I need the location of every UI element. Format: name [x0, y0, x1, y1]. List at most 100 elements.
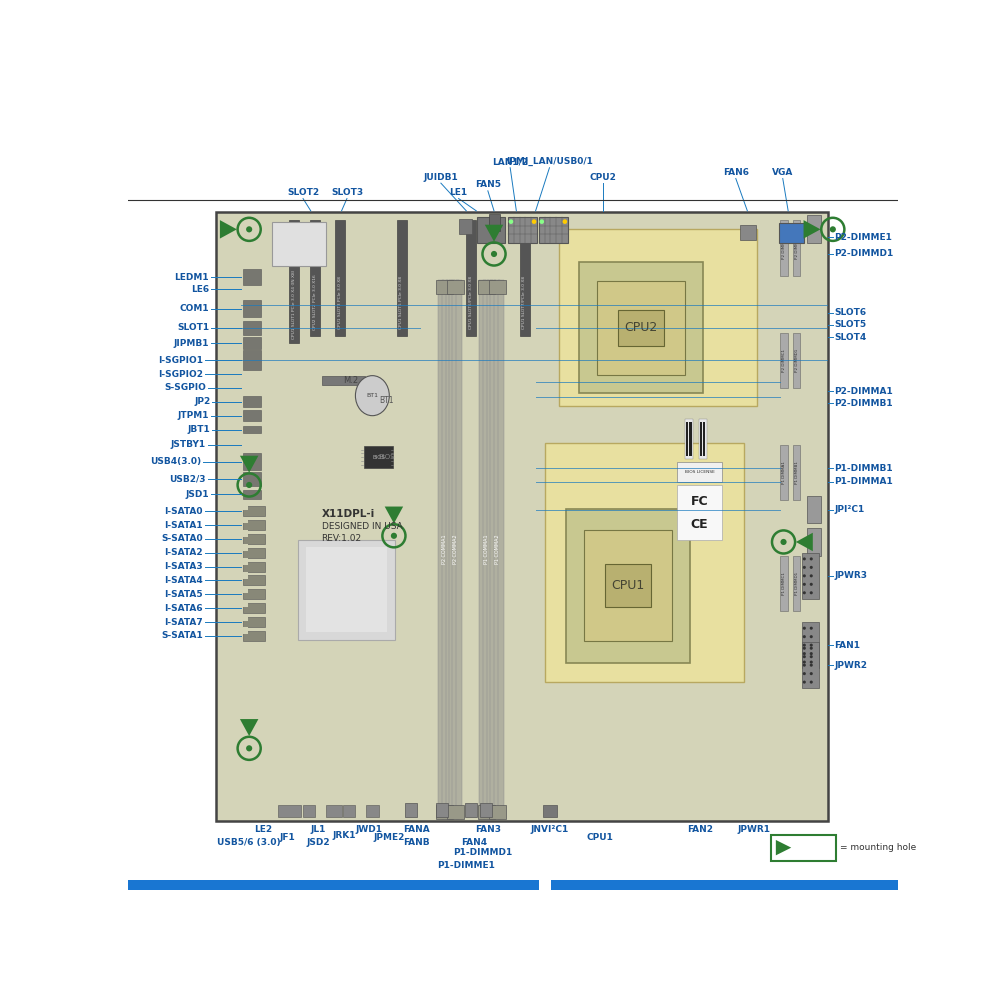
Text: SLOT6: SLOT6 [834, 308, 866, 317]
FancyBboxPatch shape [243, 548, 265, 558]
Text: JSD2: JSD2 [307, 838, 330, 847]
Polygon shape [776, 840, 791, 855]
Polygon shape [220, 220, 237, 239]
FancyBboxPatch shape [442, 280, 448, 819]
FancyBboxPatch shape [456, 280, 462, 819]
Text: S-SGPIO: S-SGPIO [164, 383, 206, 392]
Circle shape [810, 591, 813, 594]
Circle shape [803, 557, 806, 560]
FancyBboxPatch shape [243, 627, 248, 634]
Circle shape [391, 533, 397, 539]
FancyBboxPatch shape [677, 485, 722, 540]
Circle shape [810, 661, 813, 664]
Text: I-SATA6: I-SATA6 [164, 604, 203, 613]
Text: VGA: VGA [772, 168, 793, 177]
Text: P2 DIMMA1: P2 DIMMA1 [782, 236, 786, 259]
Text: JP2: JP2 [194, 397, 211, 406]
FancyBboxPatch shape [436, 280, 453, 294]
Circle shape [246, 226, 252, 232]
Circle shape [803, 635, 806, 638]
FancyBboxPatch shape [243, 530, 248, 537]
FancyBboxPatch shape [771, 835, 836, 861]
FancyBboxPatch shape [780, 445, 788, 500]
Circle shape [810, 664, 813, 667]
Text: FANB: FANB [403, 838, 430, 847]
Text: S-SATA0: S-SATA0 [161, 534, 203, 543]
FancyBboxPatch shape [272, 222, 326, 266]
Text: LAN1/2: LAN1/2 [492, 157, 528, 166]
Text: LE1: LE1 [450, 188, 468, 197]
FancyBboxPatch shape [322, 376, 365, 385]
Circle shape [509, 219, 513, 224]
FancyBboxPatch shape [489, 214, 500, 231]
Text: P2 DIMMC1: P2 DIMMC1 [782, 349, 786, 372]
Text: JSD1: JSD1 [185, 490, 209, 499]
Text: SLOT2: SLOT2 [287, 188, 319, 197]
Text: SLOT5: SLOT5 [834, 320, 866, 329]
Text: I-SGPIO1: I-SGPIO1 [158, 356, 203, 365]
FancyBboxPatch shape [479, 280, 486, 819]
Circle shape [803, 591, 806, 594]
Text: I-SATA0: I-SATA0 [164, 507, 203, 516]
FancyBboxPatch shape [584, 530, 672, 641]
FancyBboxPatch shape [243, 337, 261, 349]
FancyBboxPatch shape [243, 453, 261, 470]
FancyBboxPatch shape [298, 540, 395, 640]
FancyBboxPatch shape [335, 220, 345, 336]
Text: LE2: LE2 [254, 825, 272, 834]
FancyBboxPatch shape [807, 528, 820, 556]
FancyBboxPatch shape [243, 631, 265, 641]
Text: LEDM1: LEDM1 [174, 273, 209, 282]
Text: CPU1 SLOT5 PCIe 3.0 X8: CPU1 SLOT5 PCIe 3.0 X8 [399, 276, 403, 329]
Text: P2-DIMMB1: P2-DIMMB1 [834, 399, 893, 408]
FancyBboxPatch shape [243, 520, 265, 530]
Circle shape [830, 226, 836, 232]
FancyBboxPatch shape [438, 280, 444, 819]
FancyBboxPatch shape [366, 805, 379, 817]
FancyBboxPatch shape [310, 220, 320, 336]
FancyBboxPatch shape [480, 803, 492, 817]
Circle shape [810, 672, 813, 675]
FancyBboxPatch shape [802, 553, 819, 599]
Circle shape [810, 566, 813, 569]
Text: I-SATA4: I-SATA4 [164, 576, 203, 585]
FancyBboxPatch shape [539, 217, 568, 243]
FancyBboxPatch shape [243, 617, 265, 627]
FancyBboxPatch shape [243, 503, 248, 510]
Text: P1-DIMME1: P1-DIMME1 [437, 861, 495, 870]
Circle shape [810, 681, 813, 684]
FancyBboxPatch shape [793, 445, 800, 500]
FancyBboxPatch shape [508, 217, 537, 243]
FancyBboxPatch shape [343, 805, 355, 817]
Circle shape [810, 635, 813, 638]
FancyBboxPatch shape [466, 220, 476, 336]
FancyBboxPatch shape [478, 805, 495, 819]
Text: BT1: BT1 [366, 393, 378, 398]
FancyBboxPatch shape [489, 805, 506, 819]
Text: SLOT1: SLOT1 [177, 323, 209, 332]
Text: P2 DIMMD1: P2 DIMMD1 [795, 349, 799, 372]
FancyBboxPatch shape [779, 223, 804, 243]
FancyBboxPatch shape [243, 472, 261, 486]
Text: BT1: BT1 [379, 396, 394, 405]
Circle shape [803, 566, 806, 569]
Text: X11DPL-i: X11DPL-i [322, 509, 375, 519]
FancyBboxPatch shape [802, 642, 819, 688]
FancyBboxPatch shape [289, 220, 299, 343]
Text: P2-DIMMD1: P2-DIMMD1 [834, 249, 894, 258]
FancyBboxPatch shape [597, 281, 685, 375]
Circle shape [810, 644, 813, 647]
Text: CPU1 SLOT3 PCIe 3.0 X8: CPU1 SLOT3 PCIe 3.0 X8 [338, 276, 342, 329]
FancyBboxPatch shape [243, 562, 265, 572]
Text: I-SATA5: I-SATA5 [164, 590, 203, 599]
Ellipse shape [355, 376, 389, 416]
Text: P1 COMMA2: P1 COMMA2 [495, 535, 500, 564]
Circle shape [803, 672, 806, 675]
FancyBboxPatch shape [559, 229, 757, 406]
Text: SLOT3: SLOT3 [331, 188, 363, 197]
Text: FC: FC [691, 495, 708, 508]
Text: P1 COMMA1: P1 COMMA1 [484, 535, 489, 564]
FancyBboxPatch shape [243, 350, 261, 370]
Text: I-SGPIO2: I-SGPIO2 [158, 370, 203, 379]
Text: FAN6: FAN6 [723, 168, 749, 177]
